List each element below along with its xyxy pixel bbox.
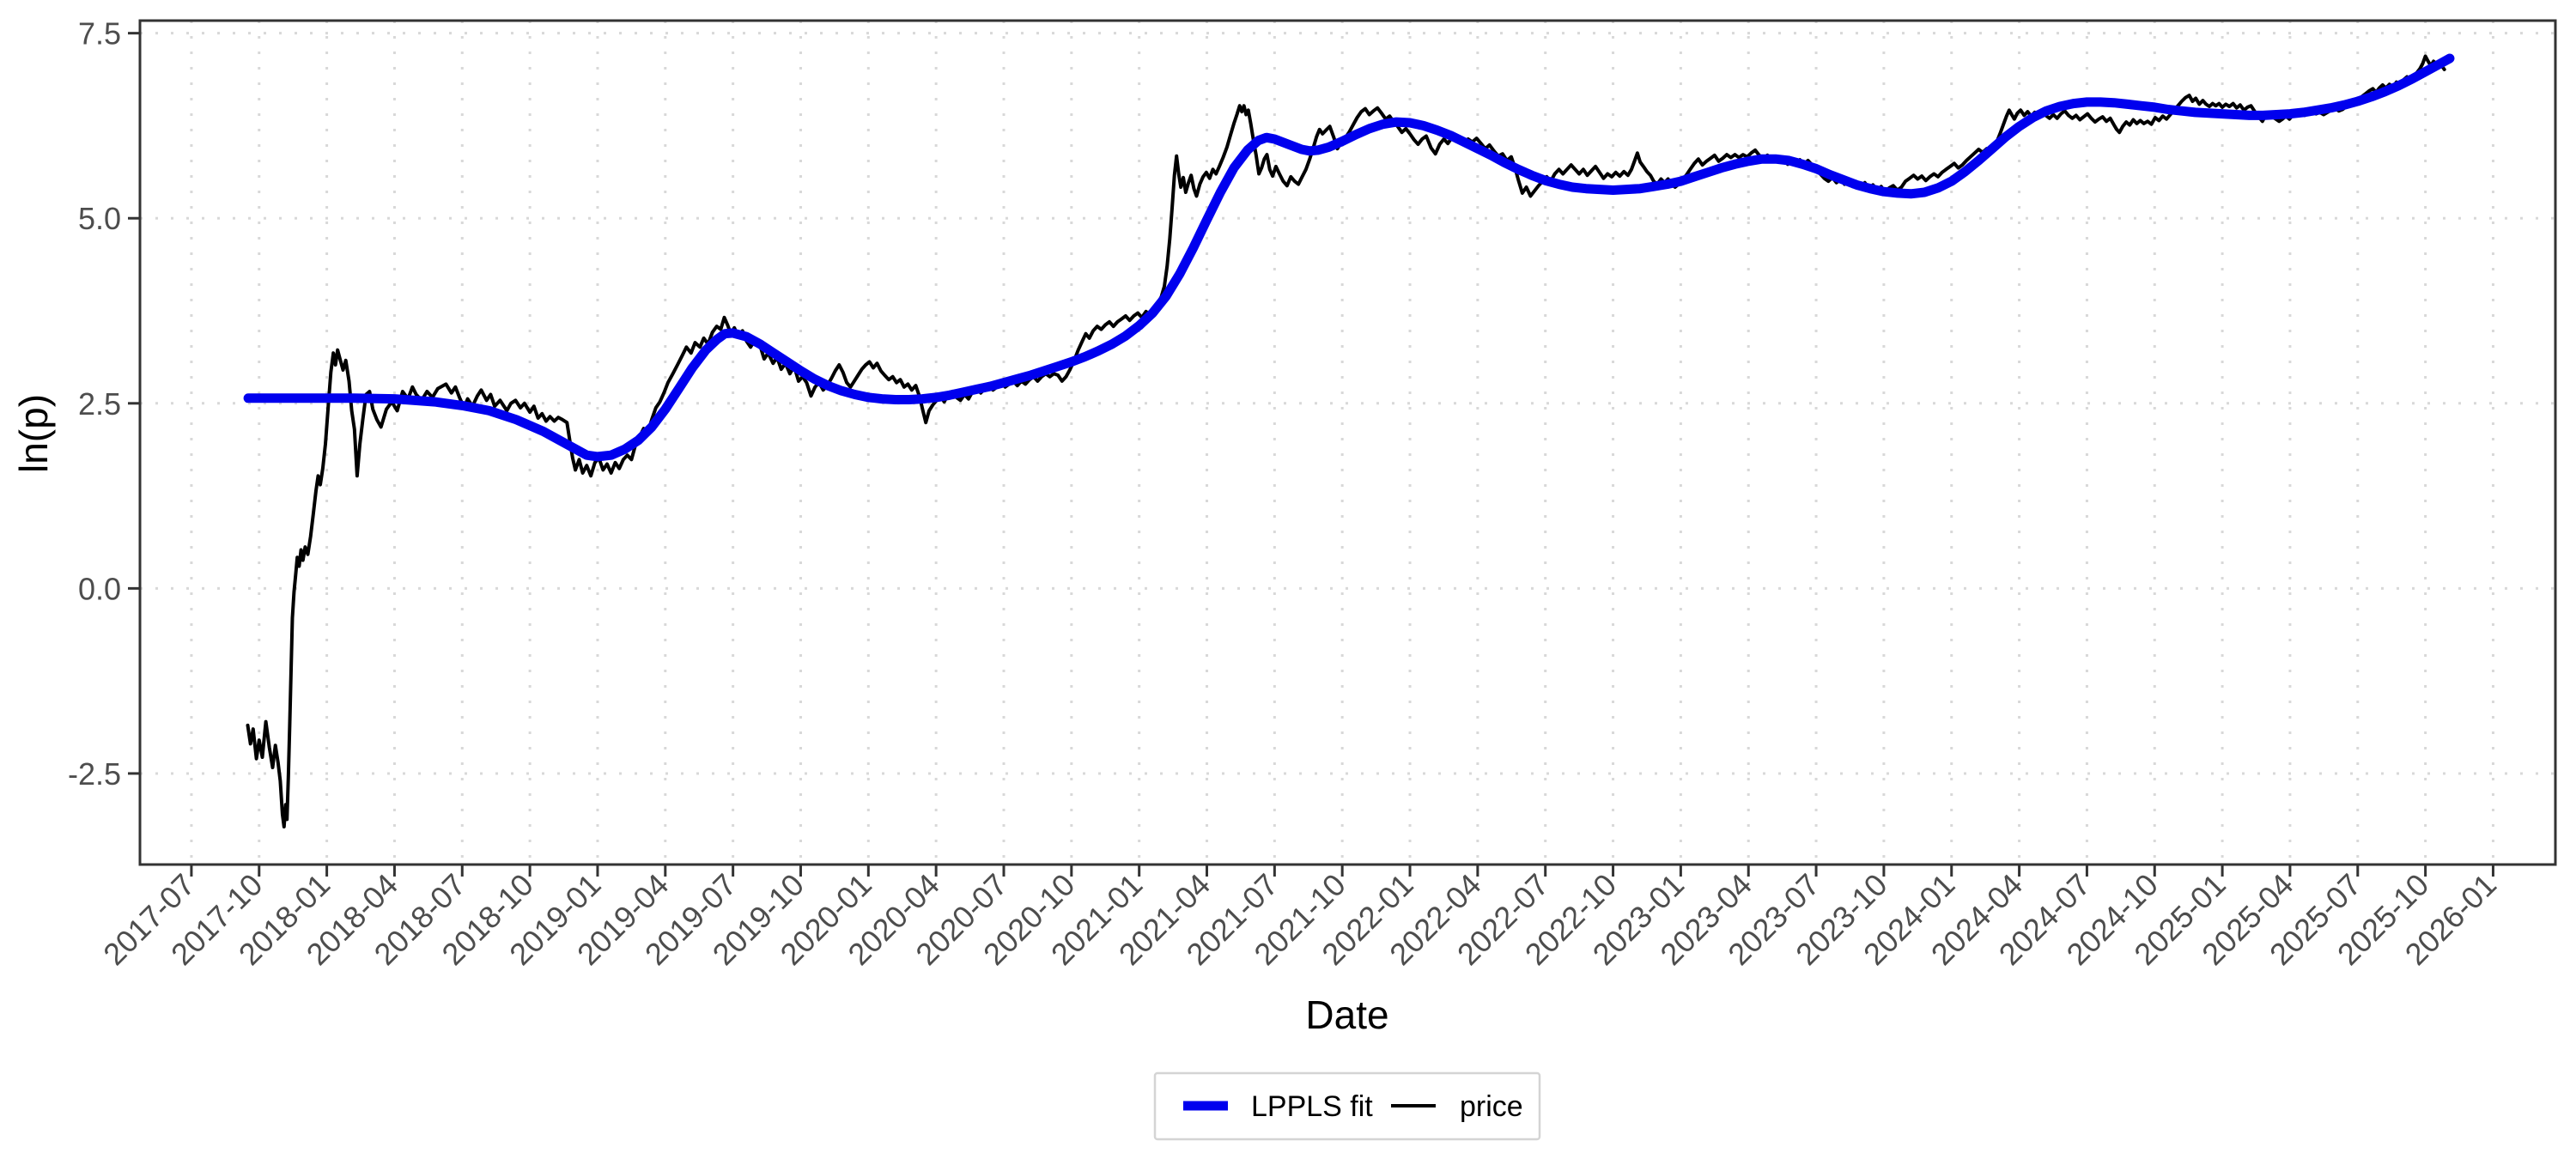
legend-box (1153, 1071, 1541, 1141)
y-tick-label: 7.5 (78, 16, 121, 52)
lppls-fit-line (243, 53, 2455, 462)
x-axis-title: Date (1305, 992, 1388, 1037)
series-lines (243, 53, 2455, 828)
x-axis: 2017-072017-102018-012018-042018-072018-… (96, 865, 2503, 972)
legend: LPPLS fit price (1153, 1071, 1541, 1141)
y-axis-title: ln(p) (11, 394, 56, 473)
y-tick-label: 0.0 (78, 571, 121, 606)
gridlines (140, 21, 2555, 865)
y-tick-label: 5.0 (78, 201, 121, 236)
price-series-line (246, 54, 2446, 828)
y-tick-label: 2.5 (78, 386, 121, 422)
legend-label-lppls-fit: LPPLS fit (1251, 1090, 1373, 1123)
legend-label-price: price (1460, 1090, 1523, 1123)
panel-border (138, 19, 2557, 866)
y-tick-label: -2.5 (68, 756, 121, 792)
y-axis: 7.5 5.0 2.5 0.0 -2.5 (68, 16, 140, 792)
